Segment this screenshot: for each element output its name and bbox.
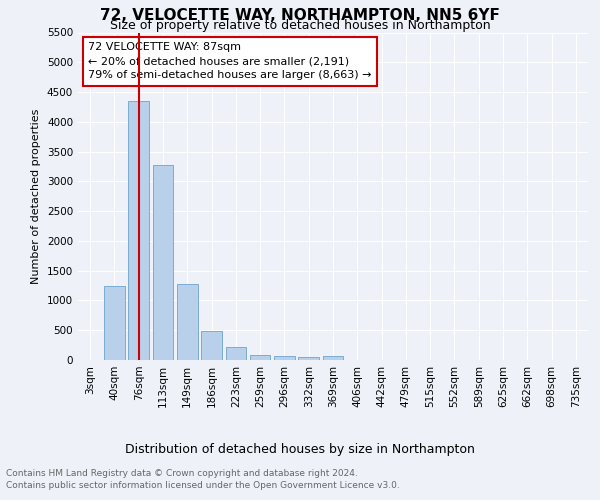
Bar <box>104 286 125 360</box>
Text: Contains HM Land Registry data © Crown copyright and database right 2024.: Contains HM Land Registry data © Crown c… <box>6 468 358 477</box>
Y-axis label: Number of detached properties: Number of detached properties <box>31 108 41 284</box>
Bar <box>201 331 222 360</box>
Bar <box>298 357 319 360</box>
Text: Size of property relative to detached houses in Northampton: Size of property relative to detached ho… <box>110 18 490 32</box>
Bar <box>177 284 197 360</box>
Bar <box>226 347 246 360</box>
Bar <box>323 356 343 360</box>
Bar <box>128 101 149 360</box>
Bar <box>274 356 295 360</box>
Text: Contains public sector information licensed under the Open Government Licence v3: Contains public sector information licen… <box>6 481 400 490</box>
Bar <box>250 354 271 360</box>
Text: 72 VELOCETTE WAY: 87sqm
← 20% of detached houses are smaller (2,191)
79% of semi: 72 VELOCETTE WAY: 87sqm ← 20% of detache… <box>88 42 372 80</box>
Text: 72, VELOCETTE WAY, NORTHAMPTON, NN5 6YF: 72, VELOCETTE WAY, NORTHAMPTON, NN5 6YF <box>100 8 500 22</box>
Text: Distribution of detached houses by size in Northampton: Distribution of detached houses by size … <box>125 442 475 456</box>
Bar <box>152 164 173 360</box>
